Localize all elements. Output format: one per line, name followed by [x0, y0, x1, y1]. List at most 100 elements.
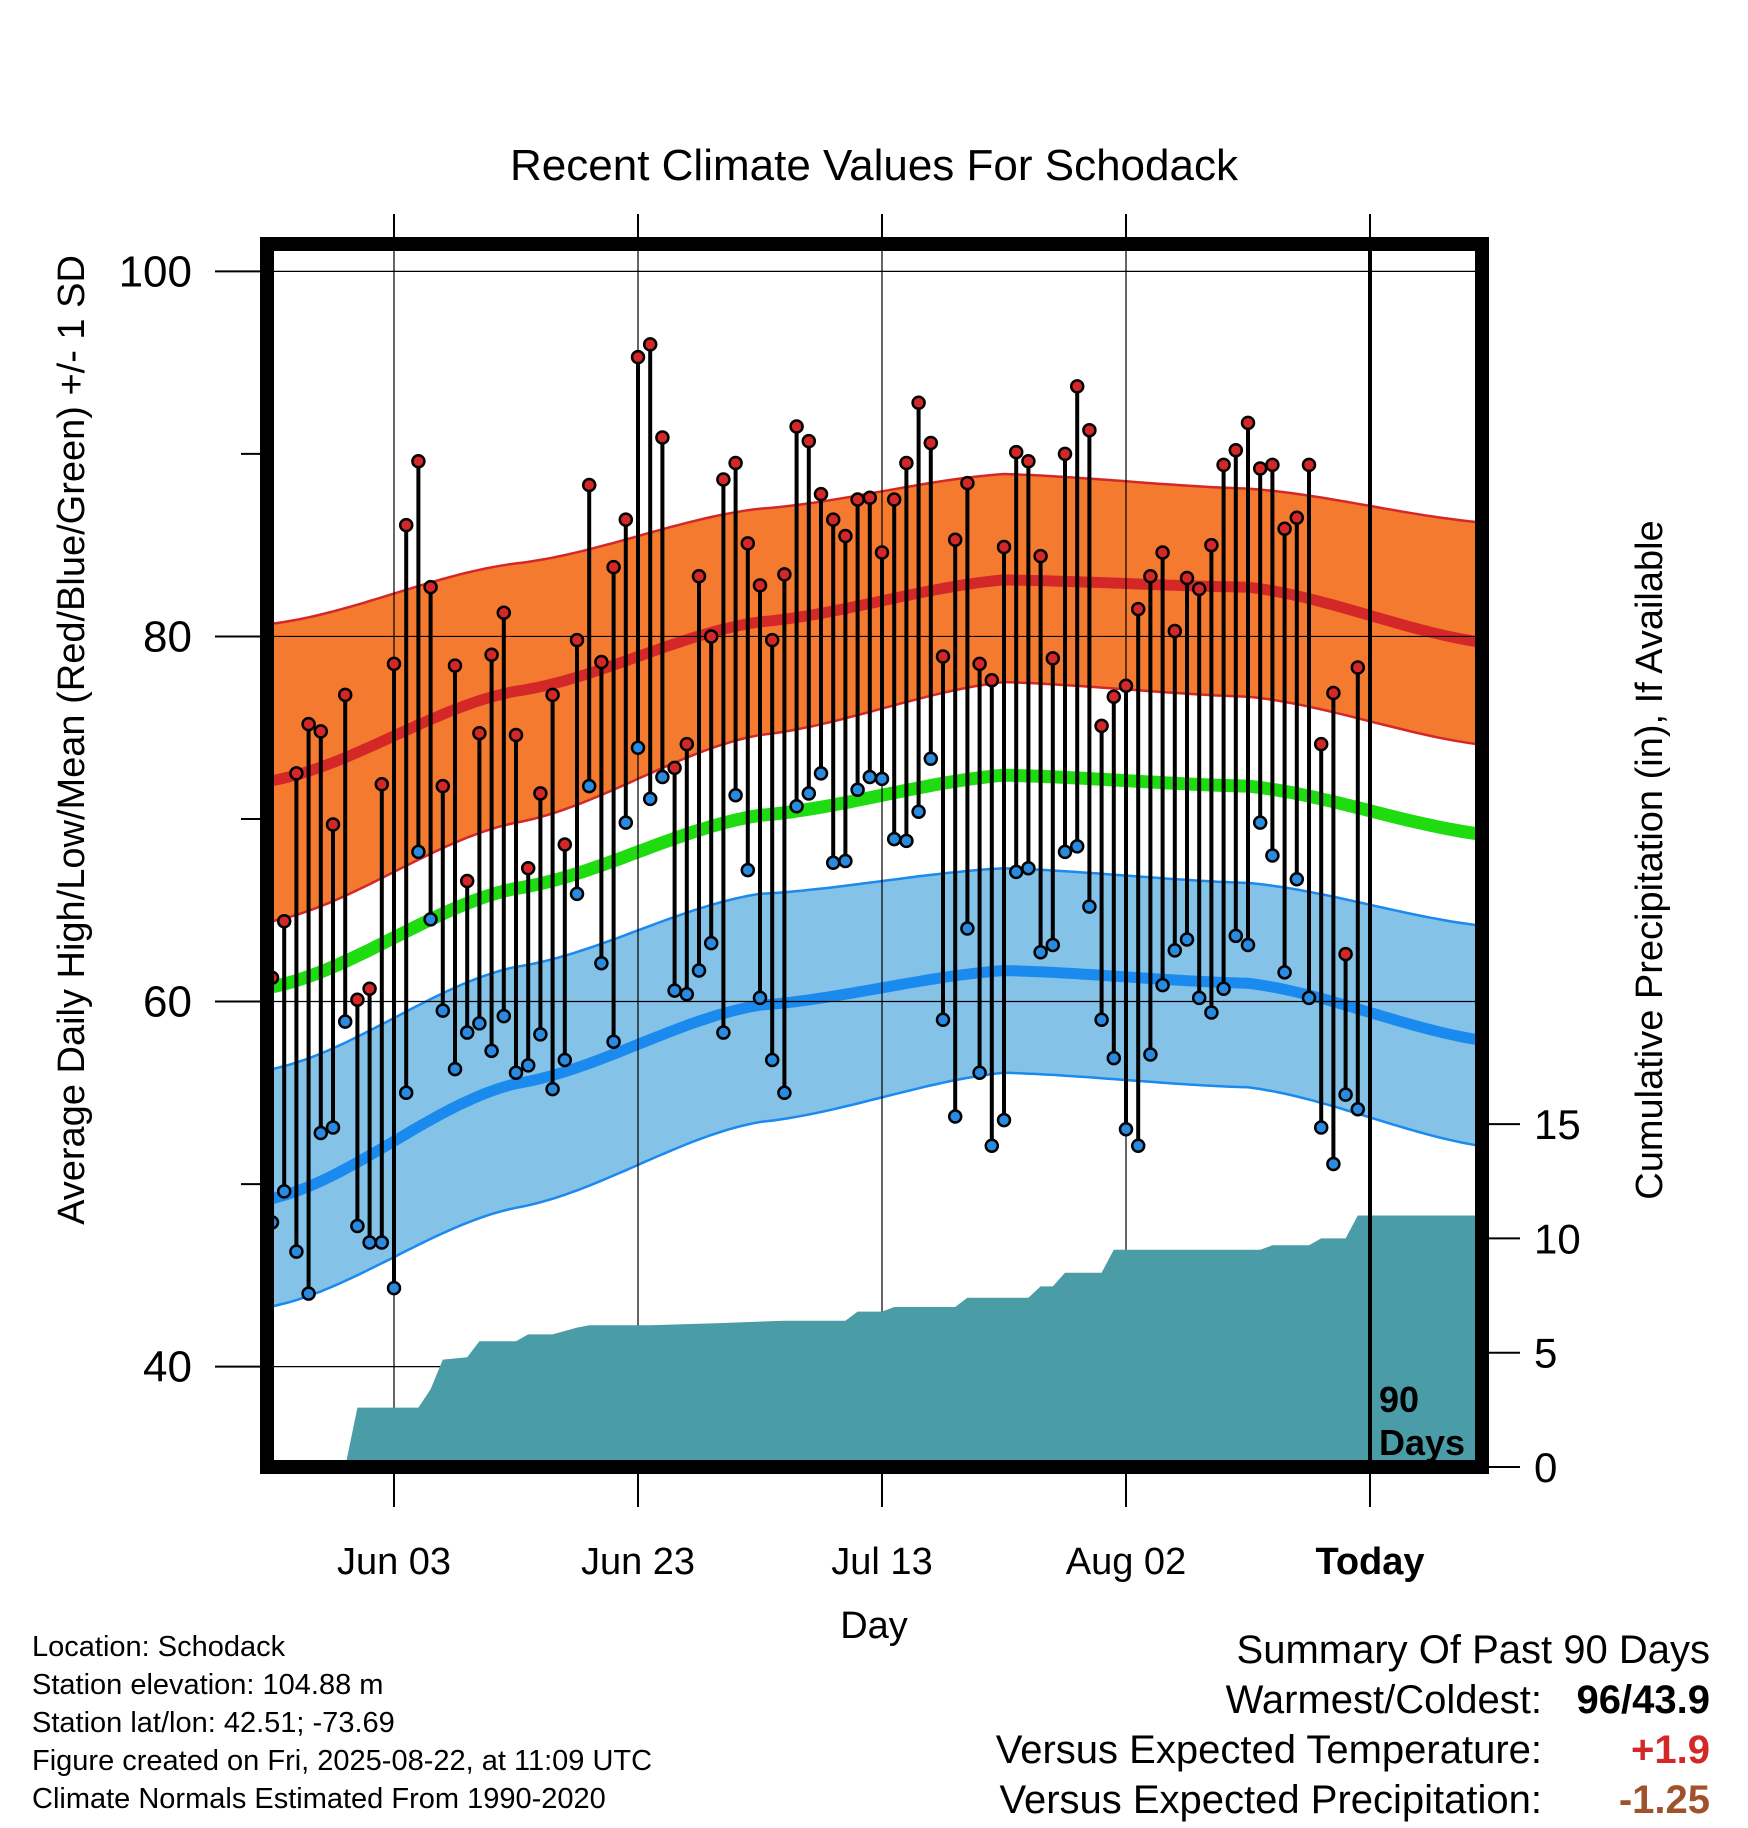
high-point	[1143, 568, 1158, 584]
high-point	[337, 687, 353, 703]
high-point	[350, 992, 365, 1007]
low-point	[642, 791, 658, 807]
low-sd-upper-line	[267, 867, 1482, 1071]
high-point	[862, 490, 878, 505]
high-sd-upper-line	[267, 472, 1482, 625]
low-point	[1216, 981, 1231, 997]
low-point	[838, 853, 853, 869]
high-point	[679, 736, 695, 752]
low-point	[1191, 990, 1207, 1006]
high-point	[1191, 581, 1207, 597]
high-point	[1326, 685, 1341, 701]
high-point	[1130, 601, 1146, 617]
temp-anomaly-label: Versus Expected Temperature:	[995, 1728, 1542, 1772]
low-point	[630, 740, 646, 756]
low-point	[618, 815, 634, 830]
high-point	[899, 455, 914, 471]
high-point	[630, 349, 646, 365]
low-point	[606, 1034, 621, 1049]
low-point	[728, 788, 743, 803]
low-point	[484, 1043, 499, 1059]
high-point	[545, 687, 560, 703]
high-point	[813, 486, 829, 502]
high-point	[960, 475, 975, 491]
high-point	[740, 536, 756, 551]
high-point	[1277, 521, 1292, 537]
high-point	[1289, 510, 1305, 526]
low-point	[703, 935, 719, 951]
low-normal-line	[267, 964, 1482, 1205]
low-point	[1301, 990, 1317, 1006]
low-point	[1228, 928, 1244, 944]
high-point	[1033, 548, 1048, 564]
x-tick-label: Jun 03	[337, 1541, 451, 1583]
low-point	[813, 766, 829, 781]
low-point	[691, 963, 707, 978]
high-point	[447, 658, 463, 673]
low-point	[289, 1244, 304, 1259]
x-tick-label: Aug 02	[1066, 1541, 1186, 1583]
coldest-value: 43.9	[1632, 1678, 1710, 1722]
high-point	[1082, 422, 1097, 438]
low-point	[301, 1286, 316, 1301]
precip-anomaly-label: Versus Expected Precipitation:	[999, 1778, 1542, 1822]
warmest-coldest-label: Warmest/Coldest:	[1225, 1678, 1542, 1722]
high-point	[667, 760, 682, 776]
low-point	[1008, 864, 1024, 880]
high-point	[801, 433, 817, 449]
low-point	[935, 1012, 951, 1028]
y-tick-label: 100	[119, 247, 192, 296]
high-point	[411, 453, 426, 469]
high-point	[606, 559, 621, 575]
x-axis-label: Day	[840, 1605, 908, 1647]
low-point	[374, 1235, 390, 1250]
low-point	[581, 778, 597, 794]
axes: 40 60 80 100 0 5 10 15 Jun 03 Jun 23 Jul 13 Aug 02 T…	[119, 214, 1581, 1583]
high-point	[752, 578, 768, 593]
low-point	[789, 798, 804, 814]
low-point	[325, 1120, 341, 1135]
low-point	[411, 844, 426, 860]
low-point	[386, 1280, 402, 1296]
y-tick-label: 60	[143, 978, 192, 1027]
precip-anomaly-row: Versus Expected Precipitation: -1.25	[996, 1775, 1710, 1825]
high-point	[496, 605, 512, 620]
precip-anomaly-value: -1.25	[1618, 1778, 1710, 1822]
summary-heading: Summary Of Past 90 Days	[1236, 1628, 1710, 1672]
low-point	[1082, 899, 1097, 914]
high-point	[484, 647, 499, 662]
high-point	[1069, 379, 1085, 394]
low-point	[1204, 1005, 1219, 1020]
low-point	[923, 751, 939, 767]
high-point	[947, 532, 963, 547]
high-point	[716, 472, 731, 487]
high-point	[655, 430, 670, 445]
low-point	[472, 1016, 487, 1031]
low-point	[1069, 839, 1085, 854]
days-label-number: 90	[1379, 1379, 1419, 1420]
high-point	[362, 981, 377, 997]
high-point	[1179, 570, 1195, 586]
high-point	[1301, 457, 1317, 473]
high-point	[1338, 946, 1353, 962]
high-point	[423, 579, 438, 595]
low-point	[679, 986, 695, 1002]
low-point	[899, 833, 914, 849]
plot-frame	[260, 237, 1489, 1474]
warmest-coldest-row: Warmest/Coldest: 96/43.9	[996, 1675, 1710, 1725]
low-point	[947, 1109, 963, 1124]
low-point	[1155, 977, 1170, 993]
y2-tick-label: 0	[1534, 1444, 1557, 1491]
high-point	[325, 817, 341, 832]
high-point	[569, 632, 585, 648]
low-point	[447, 1061, 463, 1077]
low-point	[1313, 1120, 1329, 1135]
high-point	[374, 777, 390, 792]
low-point	[1143, 1047, 1158, 1062]
high-point	[1252, 461, 1268, 476]
precip-area	[272, 1215, 1482, 1467]
high-point	[1265, 457, 1280, 473]
high-point	[1155, 545, 1170, 560]
high-point	[1106, 689, 1122, 704]
high-point	[1167, 623, 1183, 639]
